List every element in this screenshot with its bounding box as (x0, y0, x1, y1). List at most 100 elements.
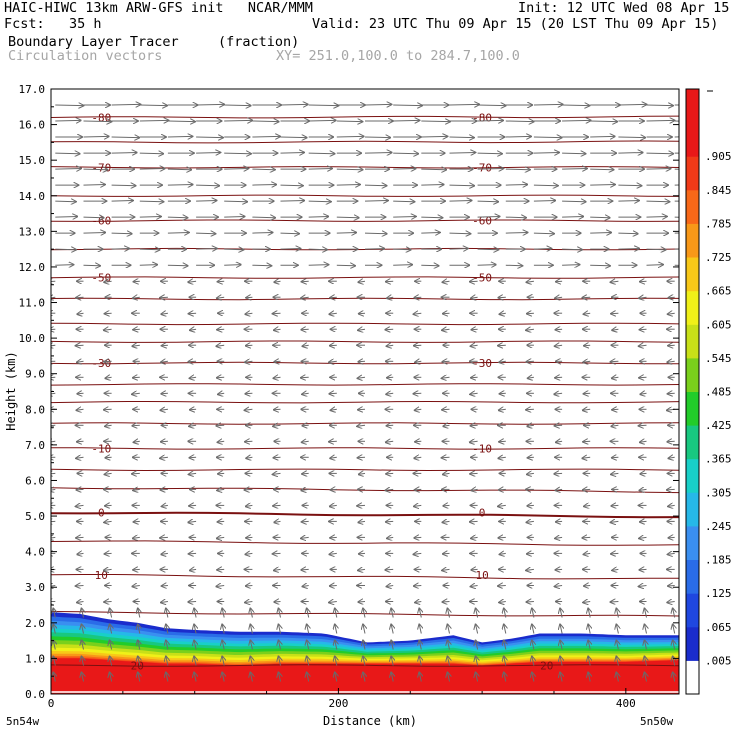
colorbar-swatch (686, 223, 699, 258)
circulation-vector (387, 345, 394, 346)
circulation-vector (590, 185, 615, 186)
y-tick-label: 0.0 (25, 688, 45, 701)
circulation-vector (308, 217, 329, 218)
circulation-vector (471, 586, 478, 587)
circulation-vector (448, 673, 450, 682)
circulation-vector (562, 249, 582, 250)
circulation-vector (582, 457, 591, 458)
circulation-vector (499, 489, 506, 490)
circulation-vector (133, 569, 140, 570)
circulation-vector (252, 265, 271, 266)
circulation-vector (527, 425, 534, 426)
circulation-vector (443, 313, 450, 314)
circulation-vector (358, 329, 366, 330)
circulation-vector (110, 609, 112, 618)
circulation-vector (556, 329, 563, 330)
circulation-vector (359, 553, 366, 554)
circulation-vector (336, 217, 359, 218)
circulation-vector (393, 249, 411, 250)
circulation-vector (443, 521, 450, 522)
circulation-vector (224, 153, 251, 154)
circulation-vector (562, 153, 585, 154)
circulation-vector (274, 457, 281, 458)
circulation-vector (250, 641, 252, 650)
circulation-vector (526, 329, 534, 330)
circulation-vector (477, 249, 499, 250)
circulation-vector (51, 586, 56, 587)
circulation-vector (196, 137, 223, 138)
circulation-vector (359, 473, 366, 474)
circulation-vector (273, 473, 281, 474)
circulation-vector (111, 201, 133, 202)
isotherm-line (51, 383, 679, 386)
circulation-vector (111, 104, 141, 105)
circulation-vector (562, 201, 586, 202)
y-tick-label: 10.0 (19, 332, 46, 345)
circulation-vector (471, 329, 478, 330)
circulation-vector (196, 153, 220, 154)
circulation-vector (639, 537, 647, 538)
circulation-vector (53, 609, 55, 618)
colorbar-swatch (686, 156, 699, 191)
colorbar-label: .125 (705, 587, 732, 600)
circulation-vector (196, 104, 224, 105)
circulation-vector (76, 345, 84, 346)
circulation-vector (584, 345, 591, 346)
circulation-vector (166, 625, 168, 634)
circulation-vector (504, 609, 506, 618)
colorbar-swatch (686, 525, 699, 560)
circulation-vector (588, 673, 590, 682)
colorbar-label: .425 (705, 419, 732, 432)
circulation-vector (139, 153, 163, 154)
circulation-vector (668, 505, 675, 506)
circulation-vector (335, 641, 337, 650)
circulation-vector (668, 313, 675, 314)
colorbar-swatch (686, 324, 699, 359)
circulation-vector (640, 441, 647, 442)
circulation-vector (336, 185, 360, 186)
circulation-vector (104, 569, 112, 570)
circulation-vector (640, 569, 647, 570)
circulation-vector (646, 217, 667, 218)
circulation-vector (167, 265, 188, 266)
circulation-vector (139, 217, 161, 218)
circulation-vector (498, 586, 506, 587)
circulation-vector (51, 537, 56, 538)
colorbar-label: .845 (705, 184, 732, 197)
circulation-vector (443, 425, 450, 426)
circulation-vector (252, 233, 272, 234)
circulation-vector (554, 393, 563, 394)
colorbar-label: .305 (705, 486, 732, 499)
isotherm-label: 0 (98, 507, 105, 520)
isotherm-label: -30 (91, 357, 111, 370)
x-end-label-left: 5n54w (6, 715, 39, 728)
colorbar-swatch (686, 559, 699, 594)
circulation-vector (301, 377, 309, 378)
circulation-vector (449, 201, 472, 202)
circulation-vector (582, 297, 591, 298)
circulation-vector (335, 673, 337, 682)
circulation-vector (252, 121, 278, 122)
circulation-vector (421, 265, 438, 266)
circulation-vector (419, 625, 421, 634)
circulation-vector (504, 625, 506, 634)
colorbar-swatch (686, 660, 699, 695)
circulation-vector (640, 393, 647, 394)
circulation-vector (190, 329, 197, 330)
circulation-vector (386, 441, 394, 442)
circulation-vector (560, 609, 562, 618)
circulation-vector (133, 329, 140, 330)
circulation-vector (336, 265, 355, 266)
y-tick-label: 17.0 (19, 83, 46, 96)
circulation-vector (646, 120, 675, 121)
circulation-vector (498, 345, 506, 346)
circulation-vector (188, 361, 197, 362)
circulation-vector (364, 185, 387, 186)
circulation-vector (222, 641, 224, 650)
circulation-vector (415, 489, 422, 490)
circulation-vector (138, 609, 140, 618)
circulation-vector (611, 313, 619, 314)
circulation-vector (527, 602, 534, 603)
circulation-vector (477, 169, 504, 170)
circulation-vector (646, 169, 671, 170)
